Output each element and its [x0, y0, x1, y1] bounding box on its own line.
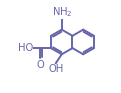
Text: NH$_2$: NH$_2$	[52, 5, 72, 19]
Text: O: O	[37, 60, 44, 70]
Text: OH: OH	[49, 64, 64, 74]
Text: HO: HO	[18, 43, 33, 53]
